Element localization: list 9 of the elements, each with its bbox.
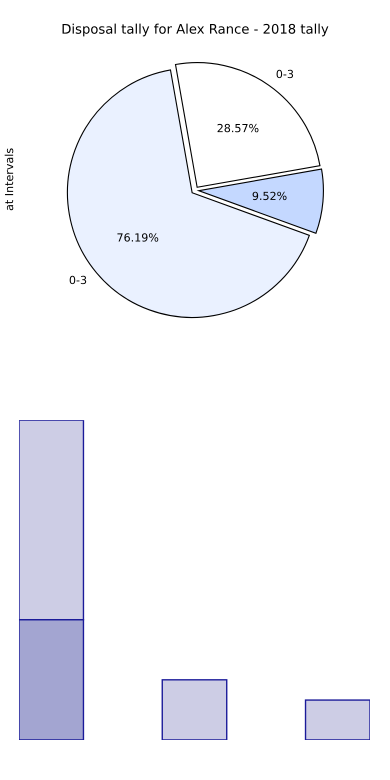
data-label: 9.52% (252, 192, 287, 200)
data-label: 28.57% (218, 124, 258, 132)
slice-label: 0-3 (276, 70, 294, 78)
data-label: 76.19% (117, 233, 158, 242)
bar (304, 699, 370, 740)
chart-title: Disposal tally for Alex Rance - 2018 tally (62, 24, 328, 36)
text: at Intervals (4, 148, 14, 210)
slice-label: 0-3 (70, 276, 86, 284)
bar (162, 679, 228, 740)
